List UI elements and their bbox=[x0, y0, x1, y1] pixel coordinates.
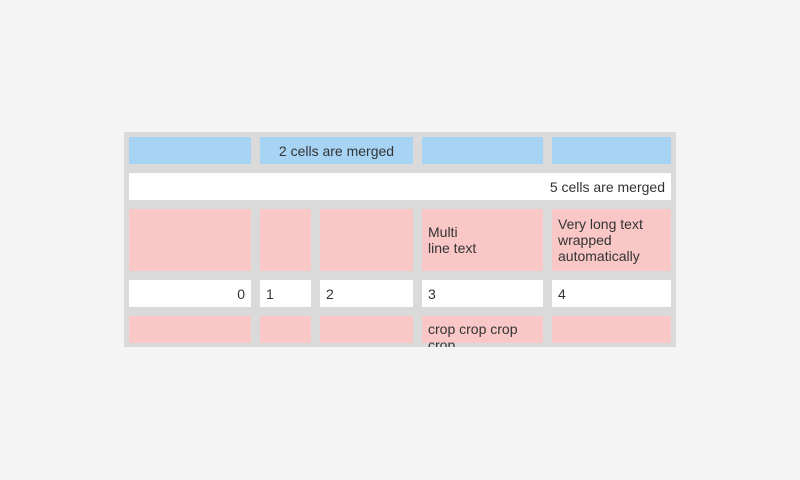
number-label-4: 4 bbox=[558, 285, 566, 302]
wrapped-text-cell[interactable]: Very long text wrapped automatically bbox=[552, 209, 671, 271]
pink-cell-empty-1[interactable] bbox=[260, 209, 311, 271]
wrapped-text-label: Very long text wrapped automatically bbox=[558, 216, 643, 264]
number-cell-3[interactable]: 3 bbox=[422, 280, 543, 307]
multiline-text-cell[interactable]: Multi line text bbox=[422, 209, 543, 271]
bottom-cell-empty-4[interactable] bbox=[552, 316, 671, 343]
bottom-cell-empty-1[interactable] bbox=[260, 316, 311, 343]
header-cell-empty-3[interactable] bbox=[422, 137, 543, 164]
number-label-1: 1 bbox=[266, 285, 274, 302]
cropped-text-label: crop crop crop crop bbox=[428, 321, 518, 347]
number-cell-0[interactable]: 0 bbox=[129, 280, 251, 307]
merged-2-label: 2 cells are merged bbox=[278, 142, 395, 159]
cropped-text-cell[interactable]: crop crop crop crop bbox=[422, 316, 543, 347]
bottom-cell-empty-2[interactable] bbox=[320, 316, 413, 343]
header-cell-merged-2[interactable]: 2 cells are merged bbox=[260, 137, 413, 164]
row-cell-merged-5[interactable]: 5 cells are merged bbox=[129, 173, 671, 200]
number-label-2: 2 bbox=[326, 285, 334, 302]
pink-cell-empty-0[interactable] bbox=[129, 209, 251, 271]
number-cell-1[interactable]: 1 bbox=[260, 280, 311, 307]
number-cell-2[interactable]: 2 bbox=[320, 280, 413, 307]
multiline-text-label: Multi line text bbox=[428, 224, 477, 256]
merged-5-label: 5 cells are merged bbox=[549, 178, 665, 195]
bottom-cell-empty-0[interactable] bbox=[129, 316, 251, 343]
number-label-0: 0 bbox=[237, 285, 245, 302]
number-label-3: 3 bbox=[428, 285, 436, 302]
header-cell-empty-0[interactable] bbox=[129, 137, 251, 164]
merged-cells-table: 2 cells are merged 5 cells are merged Mu… bbox=[124, 132, 676, 347]
pink-cell-empty-2[interactable] bbox=[320, 209, 413, 271]
number-cell-4[interactable]: 4 bbox=[552, 280, 671, 307]
header-cell-empty-4[interactable] bbox=[552, 137, 671, 164]
